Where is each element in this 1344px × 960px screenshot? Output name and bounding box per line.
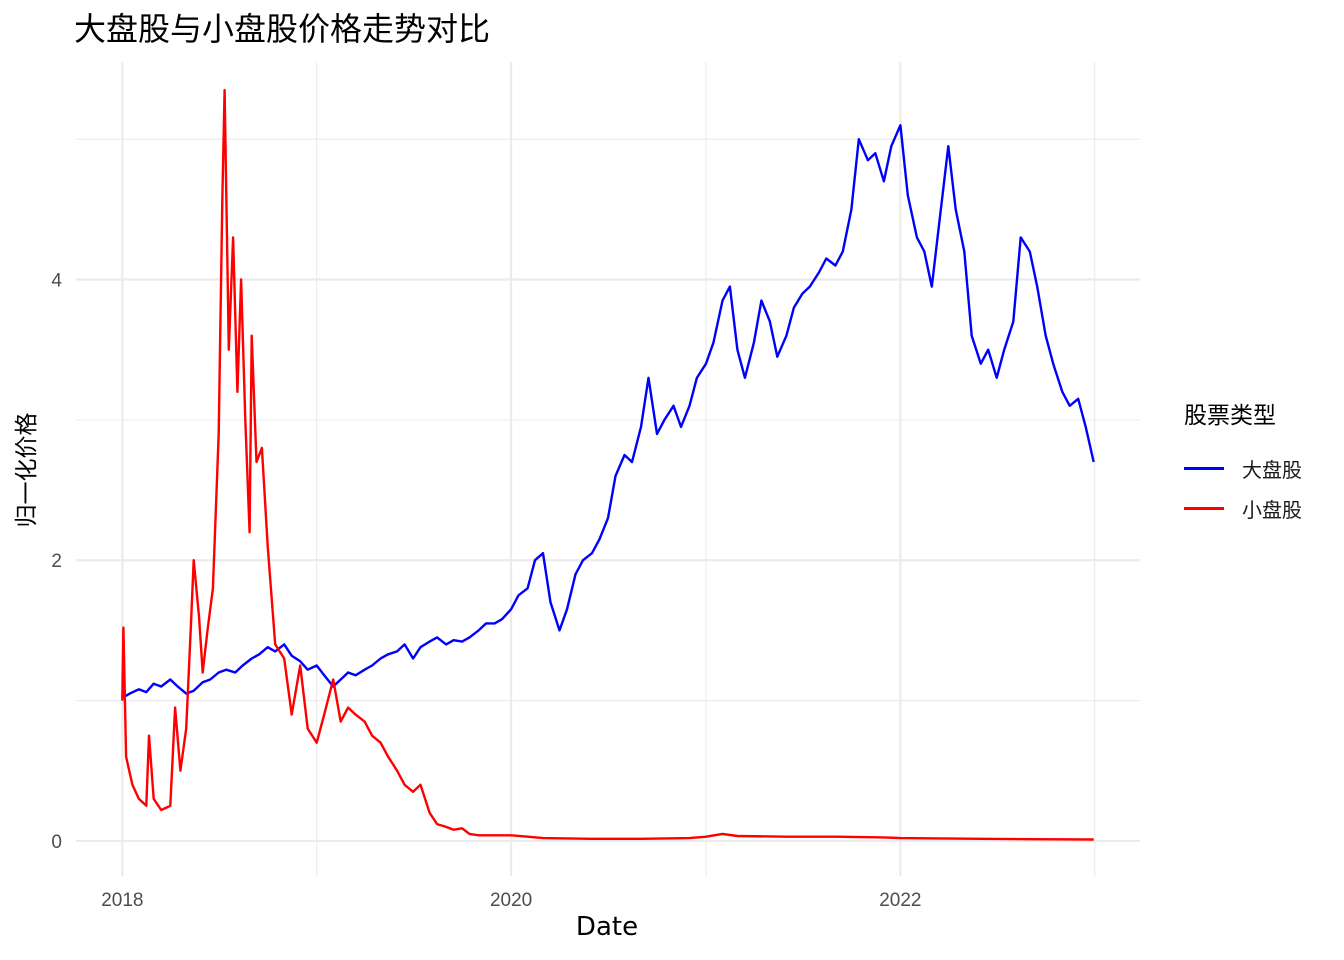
series-line-large-cap xyxy=(121,124,1095,699)
grid-lines xyxy=(76,62,1140,876)
legend-label-small-cap: 小盘股 xyxy=(1242,497,1302,522)
x-axis-label: Date xyxy=(575,912,639,942)
series-lines xyxy=(121,88,1095,841)
legend-item-large-cap: 大盘股 xyxy=(1184,448,1302,488)
x-tick-label: 2022 xyxy=(879,890,921,911)
chart-title: 大盘股与小盘股价格走势对比 xyxy=(74,10,491,48)
x-tick-label: 2018 xyxy=(101,890,143,911)
legend-label-large-cap: 大盘股 xyxy=(1242,457,1302,482)
y-tick-label: 2 xyxy=(51,551,62,572)
x-tick-label: 2020 xyxy=(490,890,532,911)
legend-key-large-cap xyxy=(1184,466,1224,470)
legend-item-small-cap: 小盘股 xyxy=(1184,488,1302,528)
legend-key-small-cap xyxy=(1184,506,1224,510)
y-tick-label: 0 xyxy=(51,832,62,853)
series-line-small-cap xyxy=(121,88,1094,841)
axis-tick-labels: 2018 2020 2022 0 2 4 xyxy=(51,271,921,911)
legend: 股票类型 大盘股 小盘股 xyxy=(1184,396,1302,528)
legend-title: 股票类型 xyxy=(1184,403,1276,429)
y-axis-label: 归一化价格 xyxy=(14,412,40,528)
y-tick-label: 4 xyxy=(51,271,62,292)
